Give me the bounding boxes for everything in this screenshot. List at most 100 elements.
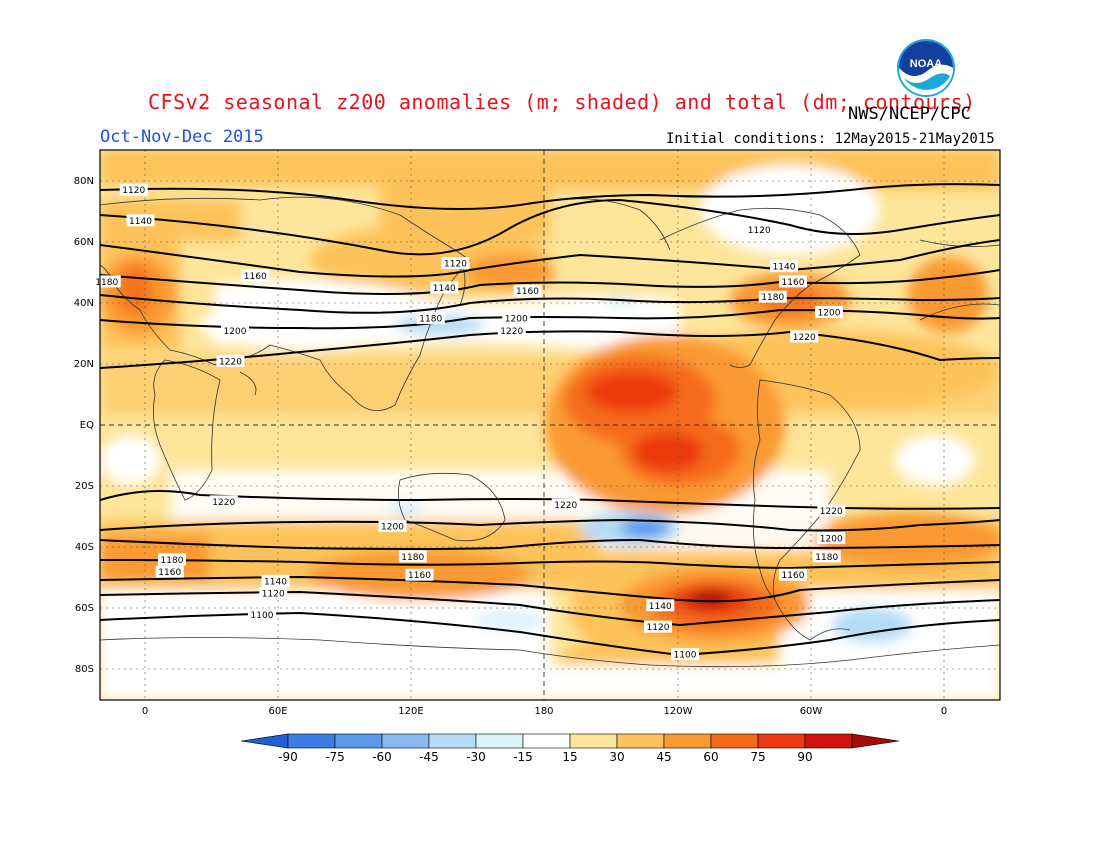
- contour-label: 1160: [779, 568, 807, 581]
- initial-conditions-label: Initial conditions: 12May2015-21May2015: [666, 131, 995, 147]
- colorbar-label: 45: [656, 750, 671, 764]
- lon-label-60e: 60E: [268, 706, 287, 717]
- colorbar-label: -75: [325, 750, 345, 764]
- contour-label: 1140: [261, 574, 290, 587]
- contour-label-box: [551, 498, 580, 511]
- contour-label-box: [758, 290, 787, 303]
- contour-label: 1140: [430, 281, 459, 294]
- contour-label: 1220: [209, 495, 238, 508]
- noaa-logo-text: NOAA: [910, 58, 942, 70]
- contour-label: 1120: [644, 620, 672, 633]
- contour-label-text: 1180: [419, 315, 442, 325]
- lon-label-0: 0: [142, 706, 148, 717]
- contour-label: 1120: [745, 223, 774, 236]
- lat-label-40s: 40S: [75, 542, 94, 553]
- contour-label-box: [817, 504, 846, 517]
- contour-label-box: [416, 312, 445, 325]
- lon-label-60w: 60W: [800, 706, 823, 717]
- contour-label-box: [646, 599, 675, 612]
- contour-label: 1220: [790, 330, 819, 343]
- contour-label-box: [644, 620, 672, 633]
- reference-lines: [100, 150, 1000, 700]
- colorbar-label: -15: [513, 750, 533, 764]
- contour-label-box: [398, 550, 427, 563]
- contour-label: 1180: [812, 550, 841, 563]
- contour-label: 1220: [551, 498, 580, 511]
- colorbar-label: 90: [797, 750, 812, 764]
- contour-label-box: [779, 275, 807, 288]
- contour-label-box: [209, 495, 238, 508]
- contour-label-text: 1120: [122, 186, 145, 196]
- contour-label-text: 1220: [219, 357, 242, 367]
- contour-label-box: [241, 269, 270, 282]
- contour-label: 1180: [416, 312, 445, 325]
- contour-label-text: 1120: [647, 623, 670, 633]
- season-label: Oct-Nov-Dec 2015: [100, 127, 264, 147]
- lat-label-eq: EQ: [80, 420, 94, 431]
- coastlines: [100, 196, 1000, 668]
- contour-label-text: 1120: [262, 590, 285, 600]
- contour-label-box: [119, 183, 148, 196]
- contour-label-text: 1100: [251, 611, 274, 621]
- contour-label: 1200: [221, 324, 249, 337]
- contour-label: 1120: [119, 183, 148, 196]
- contour-label: 1180: [92, 275, 121, 288]
- colorbar-swatch: [663, 733, 712, 749]
- contour-label: 1200: [815, 305, 843, 318]
- contour-label-text: 1120: [444, 260, 467, 270]
- agency-label: NWS/NCEP/CPC: [848, 104, 971, 124]
- colorbar-swatch: [804, 733, 853, 749]
- contour-label-box: [441, 257, 470, 270]
- colorbar-label: -60: [372, 750, 392, 764]
- contour-label: 1160: [405, 568, 434, 581]
- contour-label-text: 1200: [224, 327, 247, 337]
- contour-label-box: [812, 550, 841, 563]
- colorbar-label: 30: [609, 750, 624, 764]
- colorbar-swatch: [334, 733, 383, 749]
- contour-label-box: [221, 324, 249, 337]
- colorbar-label: -30: [466, 750, 486, 764]
- contour-label-text: 1140: [649, 602, 672, 612]
- colorbar-swatch: [522, 733, 571, 749]
- contour-label: 1140: [126, 214, 155, 227]
- contour-label-text: 1160: [408, 571, 431, 581]
- colorbar-label: -90: [278, 750, 298, 764]
- colorbar-swatch: [710, 733, 759, 749]
- lat-label-20n: 20N: [74, 359, 94, 370]
- contour-label-box: [502, 312, 531, 325]
- contour-label: 1100: [671, 648, 699, 661]
- contour-label-text: 1180: [401, 553, 424, 563]
- contour-label: 1180: [758, 290, 787, 303]
- contour-label-text: 1160: [516, 287, 539, 297]
- lon-label-180: 180: [534, 706, 553, 717]
- colorbar-swatch: [381, 733, 430, 749]
- noaa-logo: NOAA: [897, 39, 955, 97]
- contour-label-text: 1160: [244, 272, 267, 282]
- contour-label: 1140: [646, 599, 675, 612]
- contour-label-text: 1140: [773, 263, 796, 273]
- lat-label-80s: 80S: [75, 664, 94, 675]
- contour-label-text: 1160: [782, 571, 805, 581]
- contour-label-box: [671, 648, 699, 661]
- lat-label-20s: 20S: [75, 481, 94, 492]
- contour-label-text: 1180: [761, 293, 784, 303]
- lat-label-60n: 60N: [74, 237, 94, 248]
- contour-label-text: 1220: [793, 333, 816, 343]
- lat-axis: 80N 60N 40N 20N EQ 20S 40S 60S 80S: [74, 176, 94, 675]
- colorbar: -90 -75 -60 -45 -30 -15 15 30 45 60 75 90: [240, 733, 900, 764]
- contour-label-text: 1180: [161, 556, 184, 566]
- contour-label-box: [745, 223, 774, 236]
- contour-label-text: 1220: [500, 327, 523, 337]
- lat-label-60s: 60S: [75, 603, 94, 614]
- height-contours: [100, 183, 1000, 657]
- colorbar-swatch: [757, 733, 806, 749]
- contour-labels: 1120 1140 1180 1160 1200 1220 1120 1140 1160 1180…: [92, 183, 846, 661]
- lat-label-40n: 40N: [74, 298, 94, 309]
- chart-title: CFSv2 seasonal z200 anomalies (m; shaded…: [148, 90, 976, 114]
- anomaly-shading: [100, 150, 1000, 700]
- contour-label-box: [405, 568, 434, 581]
- map-frame: [99, 149, 1001, 701]
- contour-label: 1140: [770, 260, 798, 273]
- colorbar-swatch: [287, 733, 336, 749]
